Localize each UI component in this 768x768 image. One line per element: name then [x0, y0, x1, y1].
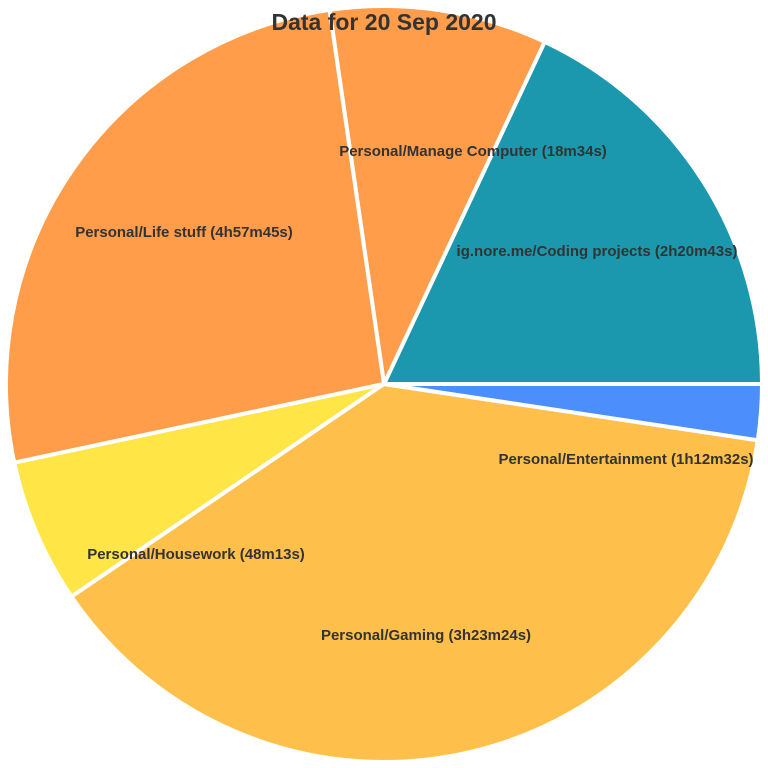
pie-slice-personal-housework	[12, 382, 386, 599]
slice-label-personal-manage-computer: Personal/Manage Computer (18m34s)	[339, 143, 607, 160]
pie-slice-personal-gaming	[4, 7, 386, 465]
slice-label-personal-life-stuff: Personal/Life stuff (4h57m45s)	[75, 224, 293, 241]
slice-labels: ig.nore.me/Coding projects (2h20m43s) Per…	[75, 143, 753, 644]
pie-slices	[4, 4, 764, 764]
slice-label-personal-housework: Personal/Housework (48m13s)	[87, 546, 305, 563]
slice-label-personal-gaming: Personal/Gaming (3h23m24s)	[321, 627, 531, 644]
pie-slice-personal-entertainment	[327, 4, 547, 386]
pie-slice-ig-nore-me-coding-projects	[382, 39, 764, 386]
slice-label-personal-entertainment: Personal/Entertainment (1h12m32s)	[498, 451, 753, 468]
pie-slice-personal-life-stuff	[69, 382, 760, 764]
slice-label-ig-nore-me-coding-projects: ig.nore.me/Coding projects (2h20m43s)	[457, 243, 738, 260]
chart-title: Data for 20 Sep 2020	[271, 9, 496, 35]
pie-slice-personal-manage-computer	[382, 382, 764, 443]
